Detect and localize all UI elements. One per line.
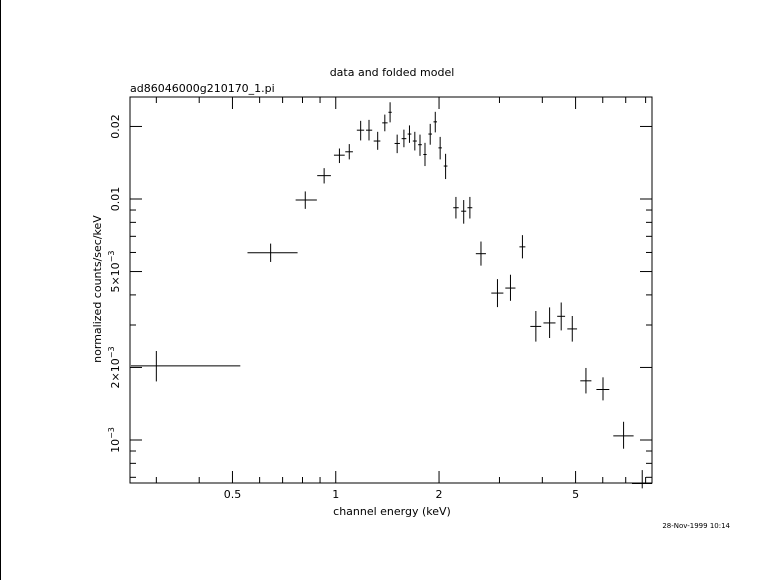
data-point — [453, 196, 459, 219]
data-point — [443, 153, 448, 180]
data-point — [596, 377, 610, 401]
timestamp: 28-Nov-1999 10:14 — [662, 522, 730, 530]
x-tick-label: 5 — [572, 488, 579, 501]
y-tick-label: 0.01 — [109, 187, 122, 212]
data-point — [345, 144, 353, 160]
data-point — [567, 315, 578, 342]
data-point — [530, 310, 542, 342]
data-point — [333, 148, 345, 164]
data-point — [407, 125, 412, 143]
y-tick-label: 0.02 — [109, 114, 122, 139]
data-point — [433, 111, 438, 133]
x-tick-label: 0.5 — [224, 488, 242, 501]
data-point — [631, 470, 652, 489]
plot-frame — [129, 96, 653, 484]
data-point — [130, 351, 241, 382]
data-point — [365, 119, 373, 141]
data-point — [247, 243, 298, 262]
data-point — [438, 136, 442, 160]
data-point — [428, 123, 433, 145]
data-points — [130, 102, 652, 489]
y-tick-labels: 10−3 2×10−3 5×10−3 0.01 0.02 — [107, 114, 122, 453]
data-point — [412, 131, 417, 151]
data-point — [356, 120, 365, 141]
data-point — [519, 235, 526, 259]
x-tick-label: 1 — [332, 488, 339, 501]
data-point — [505, 274, 516, 301]
data-point — [580, 367, 592, 394]
data-point — [373, 131, 381, 150]
data-point — [543, 307, 556, 338]
data-point — [461, 200, 467, 224]
x-tick-labels: 0.5 1 2 5 — [224, 488, 579, 501]
y-tick-label: 10−3 — [107, 427, 122, 453]
window-edge — [0, 0, 1, 580]
axis-ticks — [130, 97, 652, 483]
data-point — [394, 134, 400, 154]
y-tick-label: 5×10−3 — [107, 251, 122, 293]
data-point — [317, 168, 331, 184]
data-point — [382, 114, 388, 132]
data-point — [418, 134, 422, 156]
data-point — [467, 196, 473, 219]
y-axis-label: normalized counts/sec/keV — [91, 215, 104, 363]
data-point — [388, 102, 392, 123]
data-point — [613, 421, 634, 449]
chart-title: data and folded model — [330, 66, 455, 79]
y-tick-label: 2×10−3 — [107, 346, 122, 388]
data-point — [423, 142, 427, 167]
data-point — [557, 302, 566, 331]
x-axis-label: channel energy (keV) — [333, 505, 451, 518]
chart-subtitle: ad86046000g210170_1.pi — [130, 82, 275, 95]
data-point — [475, 241, 486, 266]
data-point — [295, 191, 317, 209]
data-point — [491, 279, 504, 308]
data-point — [401, 129, 407, 148]
x-tick-label: 2 — [436, 488, 443, 501]
